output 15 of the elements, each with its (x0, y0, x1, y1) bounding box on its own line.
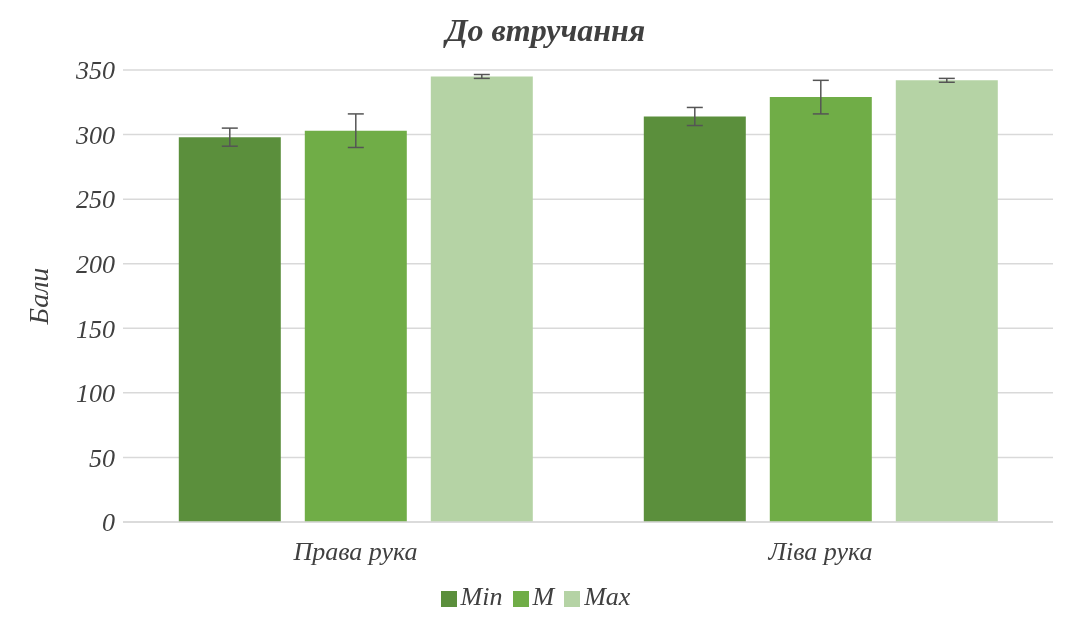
y-tick-label: 300 (75, 120, 115, 150)
y-tick-label: 350 (75, 56, 115, 86)
x-tick-label: Права рука (292, 537, 418, 567)
legend-label: Min (460, 582, 503, 611)
y-tick-label: 100 (76, 379, 115, 409)
legend-label: Max (584, 582, 631, 611)
y-axis-title: Бали (22, 267, 54, 326)
y-tick-label: 50 (89, 443, 115, 473)
y-tick-label: 150 (76, 314, 115, 344)
y-tick-label: 200 (76, 249, 115, 279)
chart-title: До втручання (442, 11, 647, 50)
y-tick-label: 250 (76, 185, 115, 215)
x-tick-label: Ліва рука (767, 537, 873, 567)
y-tick-label: 0 (102, 508, 115, 538)
legend-label: M (532, 582, 555, 611)
